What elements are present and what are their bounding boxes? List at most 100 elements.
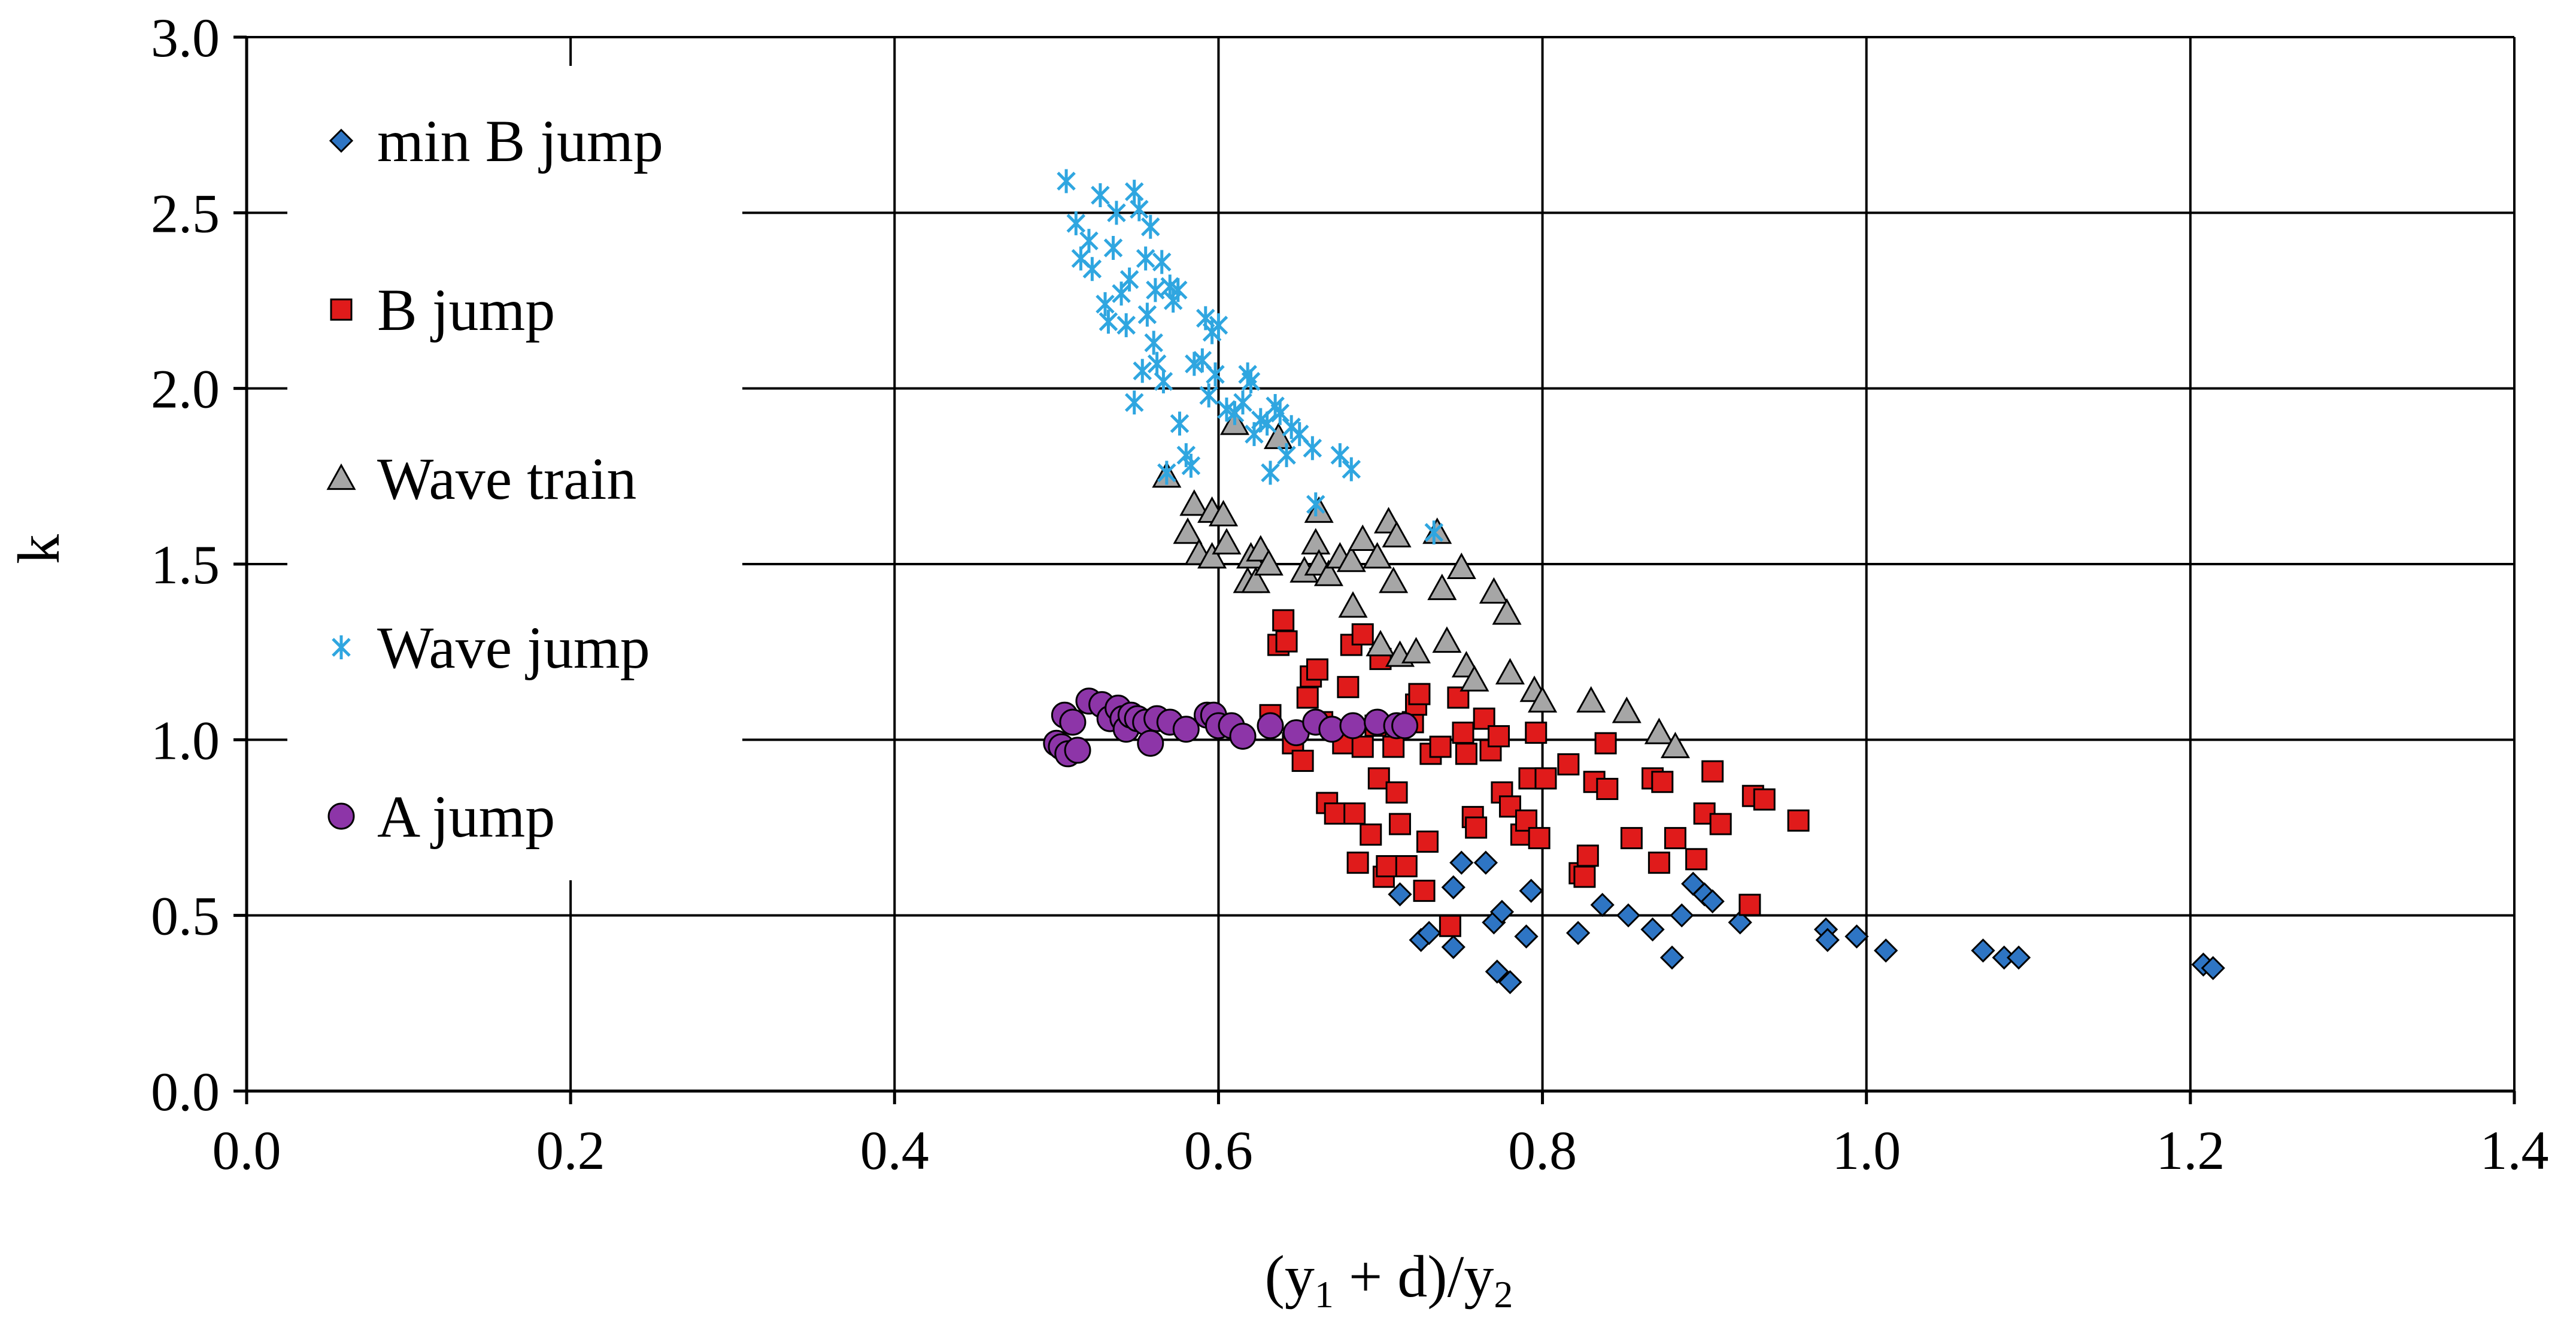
point-b-jump	[1738, 893, 1761, 916]
point-min-b-jump	[1565, 920, 1591, 946]
point-wave-train	[1179, 489, 1209, 516]
x-tick-label: 1.4	[2480, 1120, 2549, 1181]
legend-label-wave-jump: Wave jump	[377, 614, 650, 681]
point-wave-jump	[1152, 250, 1172, 274]
point-wave-jump	[1241, 369, 1261, 393]
point-b-jump	[1573, 865, 1596, 888]
point-wave-train	[1427, 573, 1457, 601]
point-wave-jump	[1209, 313, 1228, 338]
point-a-jump	[1137, 729, 1164, 757]
x-tick-label: 0.8	[1508, 1120, 1577, 1181]
point-wave-jump	[1424, 520, 1444, 545]
point-min-b-jump	[1519, 878, 1543, 903]
point-wave-train	[1479, 577, 1509, 604]
point-wave-jump	[1144, 331, 1163, 355]
point-wave-train	[1432, 626, 1462, 653]
point-wave-jump	[1099, 310, 1118, 334]
point-wave-jump	[1136, 246, 1155, 271]
x-axis-title-sub1: 1	[1315, 1273, 1334, 1316]
point-wave-train	[1313, 559, 1343, 586]
x-tick-label: 1.2	[2156, 1120, 2225, 1181]
point-min-b-jump	[1616, 903, 1641, 928]
x-tick-label: 1.0	[1832, 1120, 1901, 1181]
point-wave-jump	[1306, 492, 1325, 517]
point-b-jump	[1296, 686, 1319, 709]
point-wave-train	[1348, 524, 1377, 552]
point-b-jump	[1337, 675, 1360, 698]
legend-marker-a-jump	[327, 802, 355, 830]
point-wave-jump	[1146, 278, 1165, 302]
point-b-jump	[1343, 802, 1366, 825]
point-b-jump	[1455, 743, 1477, 765]
point-wave-jump	[1154, 369, 1173, 393]
point-min-b-jump	[2201, 956, 2225, 980]
x-tick-label: 0.2	[536, 1120, 605, 1181]
point-b-jump	[1291, 750, 1314, 772]
x-tick-label: 0.0	[213, 1120, 281, 1181]
x-axis-title: (y1 + d)/y2	[1265, 1243, 1513, 1316]
point-wave-jump	[1199, 383, 1218, 408]
point-wave-train	[1612, 696, 1642, 723]
point-min-b-jump	[1815, 928, 1840, 952]
point-wave-train	[1492, 598, 1522, 625]
point-b-jump	[1594, 732, 1617, 755]
point-b-jump	[1557, 753, 1580, 775]
point-b-jump	[1324, 802, 1346, 825]
point-min-b-jump	[1441, 875, 1466, 899]
point-b-jump	[1385, 781, 1408, 804]
point-b-jump	[1395, 855, 1418, 878]
series-wave-jump	[1057, 169, 1444, 545]
point-wave-train	[1336, 546, 1366, 572]
point-b-jump	[1525, 722, 1548, 744]
point-b-jump	[1272, 609, 1295, 632]
point-wave-train	[1208, 499, 1239, 526]
point-min-b-jump	[1971, 938, 1995, 963]
point-b-jump	[1439, 914, 1461, 937]
x-axis-title-mid: + d)/y	[1334, 1243, 1494, 1310]
point-wave-jump	[1091, 183, 1110, 207]
y-axis-title: k	[5, 534, 72, 564]
point-wave-train	[1304, 496, 1334, 523]
y-tick-label: 3.0	[151, 7, 220, 68]
y-tick-label: 2.5	[151, 183, 220, 244]
point-wave-train	[1495, 658, 1525, 684]
point-min-b-jump	[1874, 938, 1898, 963]
point-b-jump	[1382, 735, 1405, 758]
point-wave-train	[1644, 717, 1674, 744]
y-tick-labels: 0.0 0.5 1.0 1.5 2.0 2.5 3.0	[151, 7, 220, 1122]
point-wave-jump	[1116, 313, 1136, 338]
legend-label-a-jump: A jump	[377, 783, 555, 850]
point-wave-train	[1446, 552, 1476, 579]
point-wave-train	[1173, 517, 1203, 544]
point-min-b-jump	[1489, 899, 1515, 924]
point-wave-jump	[1133, 359, 1152, 383]
point-min-b-jump	[1473, 850, 1498, 875]
y-tick-label: 1.0	[151, 710, 220, 771]
x-tick-labels: 0.0 0.2 0.4 0.6 0.8 1.0 1.2 1.4	[213, 1120, 2549, 1181]
point-wave-train	[1212, 528, 1242, 555]
y-tick-label: 1.5	[151, 534, 220, 595]
point-b-jump	[1753, 788, 1776, 811]
point-wave-jump	[1119, 267, 1139, 292]
point-wave-jump	[1079, 229, 1099, 253]
point-wave-train	[1379, 566, 1409, 593]
point-b-jump	[1376, 855, 1398, 878]
point-wave-jump	[1277, 443, 1296, 468]
legend-marker-min-b-jump	[329, 128, 354, 153]
legend-label-b-jump: B jump	[377, 277, 555, 343]
point-wave-jump	[1124, 390, 1144, 415]
point-b-jump	[1647, 852, 1670, 874]
point-wave-jump	[1233, 390, 1252, 415]
point-min-b-jump	[1700, 889, 1725, 914]
point-wave-jump	[1330, 443, 1350, 468]
legend-marker-wave-jump	[332, 635, 351, 659]
point-min-b-jump	[1485, 959, 1509, 984]
point-wave-train	[1366, 629, 1395, 657]
point-wave-train	[1363, 542, 1392, 569]
legend-marker-wave-train	[326, 463, 356, 490]
point-a-jump	[1064, 737, 1091, 764]
point-wave-jump	[1303, 436, 1322, 460]
point-min-b-jump	[1640, 917, 1665, 942]
point-wave-jump	[1130, 197, 1149, 222]
point-min-b-jump	[1498, 970, 1522, 995]
